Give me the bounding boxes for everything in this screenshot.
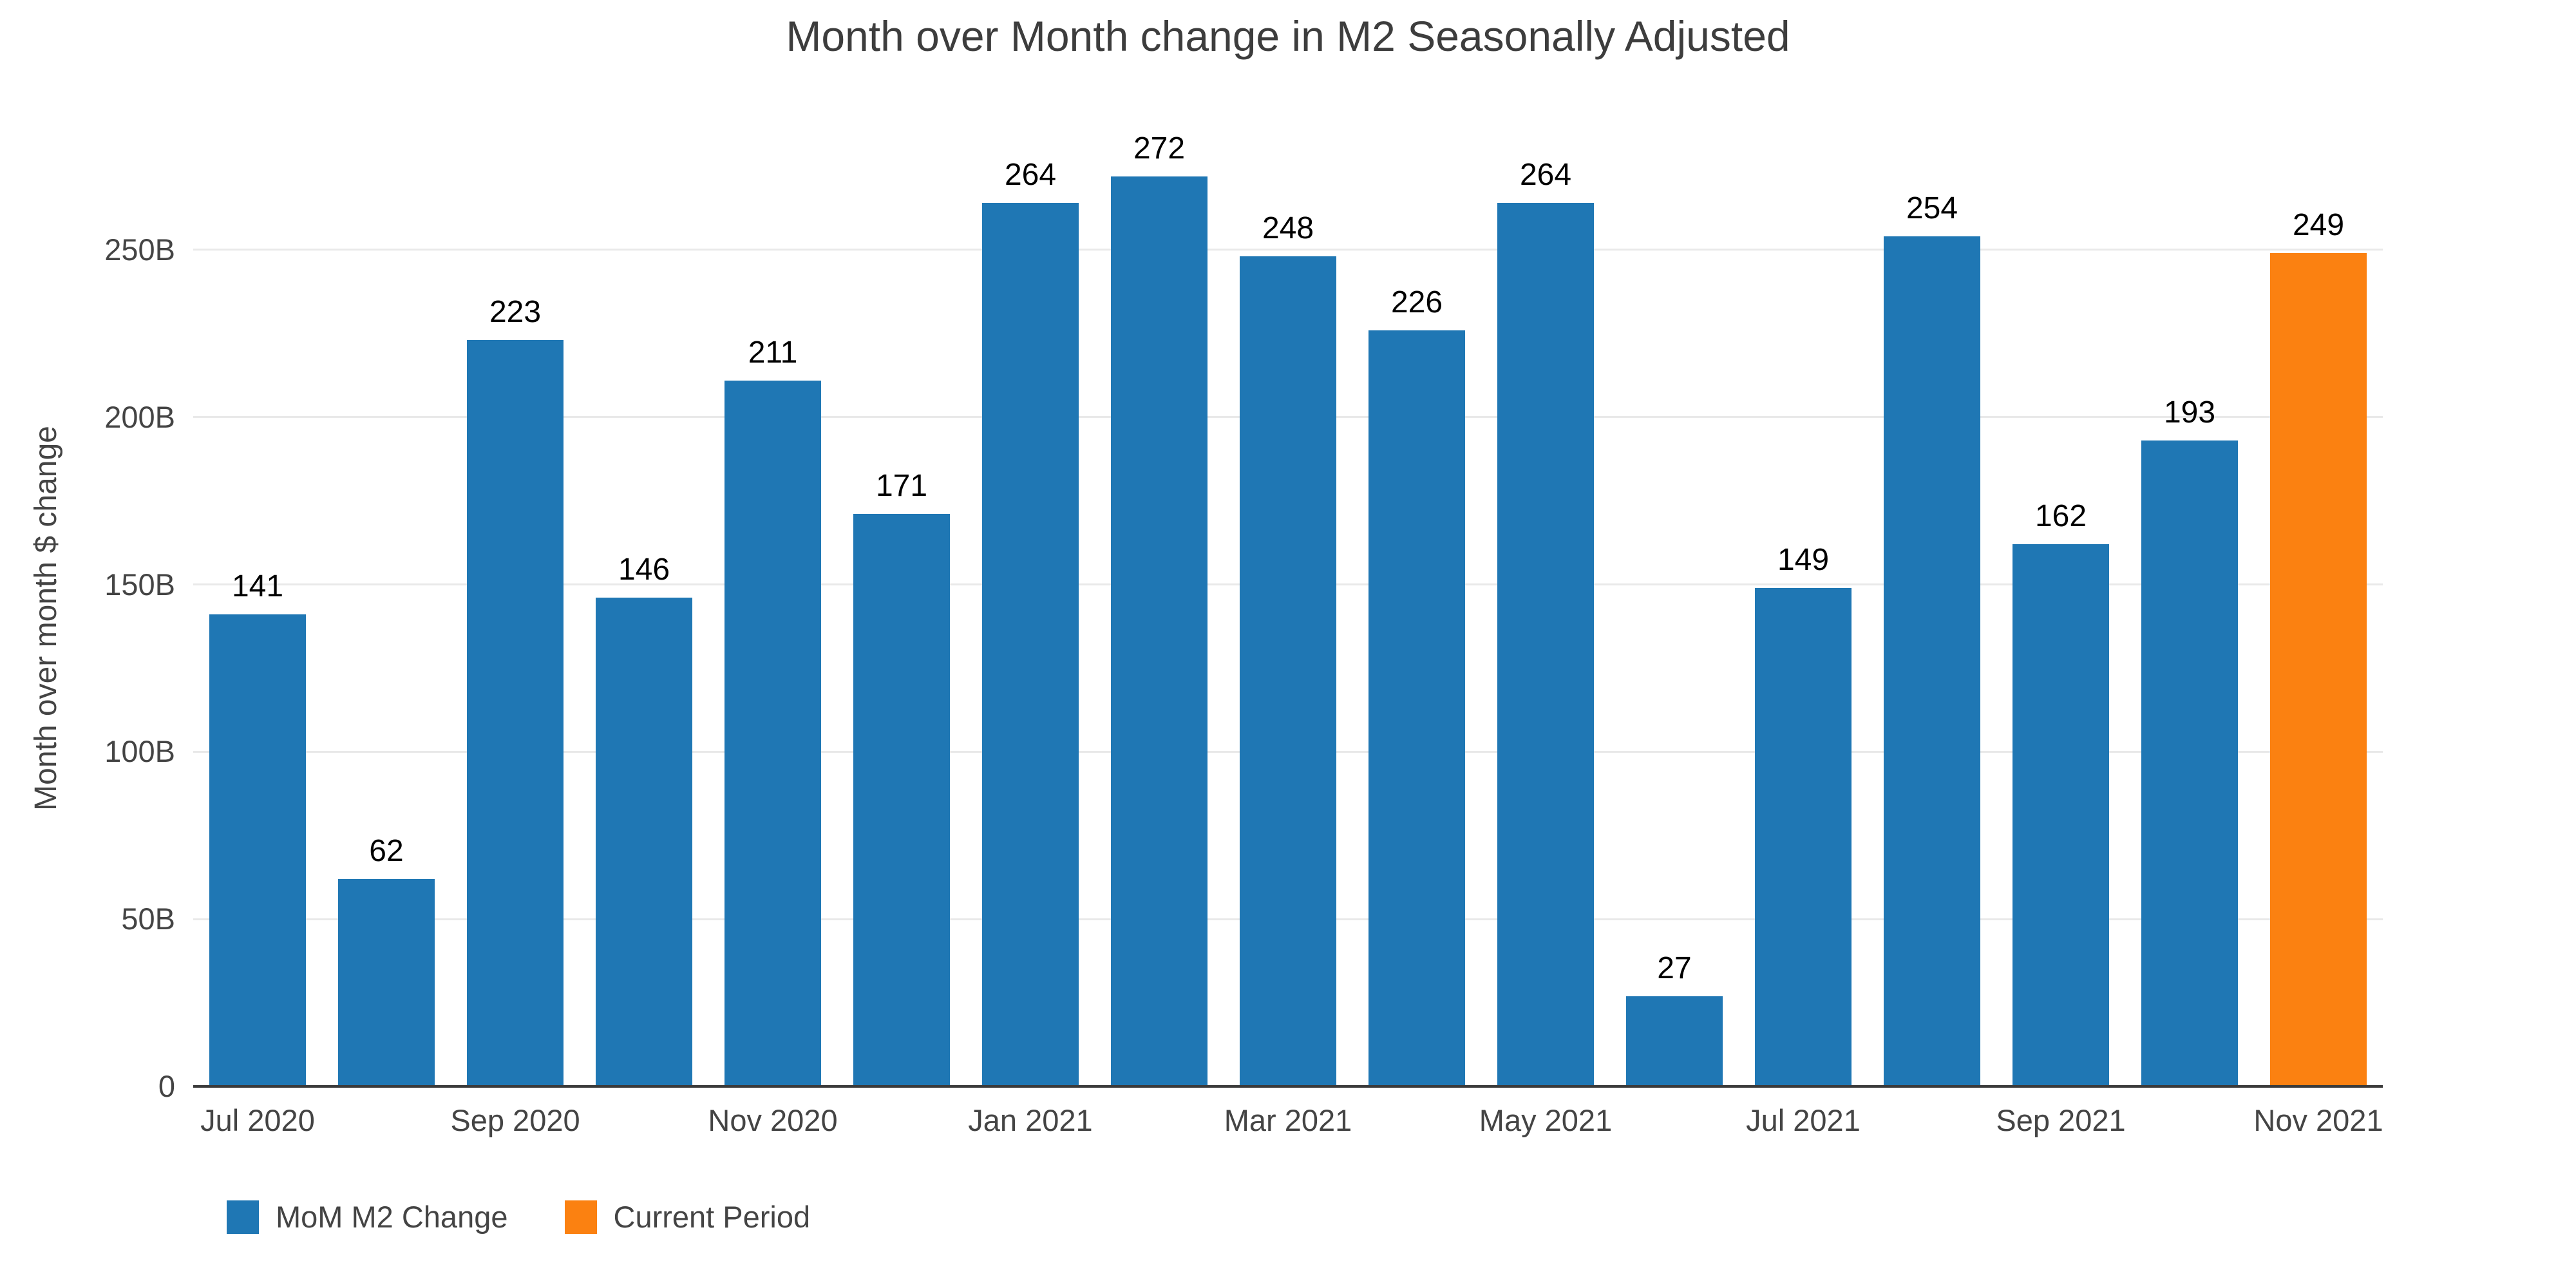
bar-value-label: 264 bbox=[1519, 158, 1572, 193]
bar-value-label: 141 bbox=[231, 569, 284, 604]
bar-value-label: 146 bbox=[618, 553, 670, 587]
bar-aug-2020[interactable] bbox=[338, 878, 435, 1086]
bar-nov-2020[interactable] bbox=[724, 380, 821, 1086]
bar-jun-2021[interactable] bbox=[1626, 996, 1723, 1086]
x-tick-may-2021: May 2021 bbox=[1479, 1103, 1613, 1137]
x-tick-jul-2021: Jul 2021 bbox=[1746, 1103, 1861, 1137]
bar-value-label: 249 bbox=[2292, 208, 2345, 243]
bar-may-2021[interactable] bbox=[1497, 203, 1594, 1086]
bar-sep-2020[interactable] bbox=[467, 340, 564, 1086]
bar-jul-2020[interactable] bbox=[209, 614, 306, 1086]
x-tick-jan-2021: Jan 2021 bbox=[968, 1103, 1093, 1137]
legend-swatch-icon bbox=[564, 1200, 597, 1234]
x-tick-sep-2021: Sep 2021 bbox=[1996, 1103, 2126, 1137]
legend-label: MoM M2 Change bbox=[276, 1200, 508, 1234]
bar-dec-2020[interactable] bbox=[853, 514, 950, 1086]
y-tick-150B: 150B bbox=[104, 567, 175, 601]
bar-value-label: 248 bbox=[1262, 211, 1314, 246]
x-tick-sep-2020: Sep 2020 bbox=[450, 1103, 580, 1137]
y-tick-0: 0 bbox=[158, 1069, 175, 1103]
legend-item-current-period[interactable]: Current Period bbox=[564, 1199, 811, 1235]
legend-swatch-icon bbox=[227, 1200, 259, 1234]
bar-mar-2021[interactable] bbox=[1240, 256, 1336, 1086]
x-tick-nov-2020: Nov 2020 bbox=[708, 1103, 838, 1137]
bar-value-label: 211 bbox=[748, 335, 798, 370]
bar-oct-2021[interactable] bbox=[2141, 440, 2238, 1086]
y-tick-200B: 200B bbox=[104, 399, 175, 434]
y-tick-100B: 100B bbox=[104, 734, 175, 769]
bar-nov-2021[interactable] bbox=[2270, 253, 2367, 1086]
chart-title: Month over Month change in M2 Seasonally… bbox=[786, 12, 1790, 60]
bar-value-label: 264 bbox=[1004, 158, 1057, 193]
bar-jul-2021[interactable] bbox=[1755, 587, 1852, 1086]
legend-item-mom-m2-change[interactable]: MoM M2 Change bbox=[227, 1199, 508, 1235]
bar-value-label: 162 bbox=[2034, 499, 2087, 534]
y-tick-250B: 250B bbox=[104, 232, 175, 267]
plot-area: 141 62 223 146 211 171 264 272 248 226 264 27 149 254… bbox=[193, 116, 2383, 1088]
bar-apr-2021[interactable] bbox=[1368, 330, 1465, 1086]
bar-value-label: 171 bbox=[875, 469, 928, 504]
y-tick-50B: 50B bbox=[121, 902, 175, 936]
bar-value-label: 254 bbox=[1906, 191, 1958, 226]
x-tick-mar-2021: Mar 2021 bbox=[1224, 1103, 1352, 1137]
bar-jan-2021[interactable] bbox=[982, 203, 1079, 1086]
legend: MoM M2 Change Current Period bbox=[227, 1199, 810, 1235]
bar-value-label: 226 bbox=[1390, 285, 1443, 319]
x-tick-nov-2021: Nov 2021 bbox=[2253, 1103, 2383, 1137]
bar-value-label: 272 bbox=[1133, 131, 1186, 166]
bar-value-label: 149 bbox=[1777, 542, 1830, 577]
y-axis-title: Month over month $ change bbox=[29, 426, 63, 811]
bar-oct-2020[interactable] bbox=[596, 598, 692, 1086]
x-axis-line bbox=[193, 1085, 2383, 1088]
bar-value-label: 62 bbox=[369, 833, 404, 868]
gridline-250B bbox=[193, 249, 2383, 251]
bar-value-label: 193 bbox=[2163, 395, 2216, 430]
bar-aug-2021[interactable] bbox=[1884, 236, 1980, 1086]
bar-feb-2021[interactable] bbox=[1111, 176, 1208, 1086]
legend-label: Current Period bbox=[613, 1200, 811, 1234]
bar-value-label: 223 bbox=[489, 295, 542, 330]
bar-sep-2021[interactable] bbox=[2012, 544, 2109, 1086]
bar-value-label: 27 bbox=[1657, 951, 1692, 985]
x-tick-jul-2020: Jul 2020 bbox=[200, 1103, 315, 1137]
